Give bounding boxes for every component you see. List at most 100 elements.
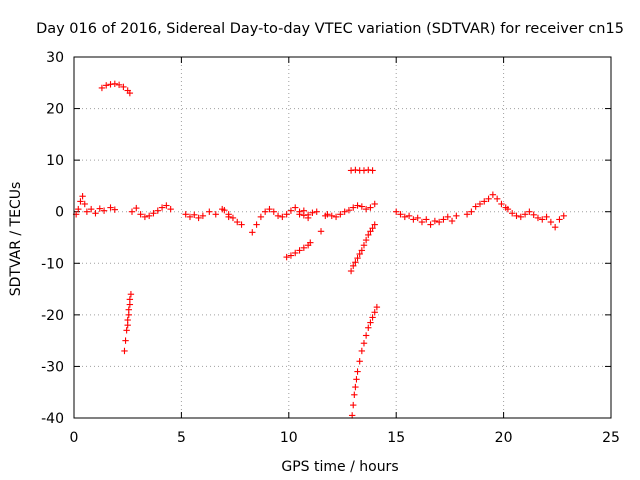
- data-point: [350, 401, 357, 409]
- data-point: [103, 82, 110, 89]
- data-point: [453, 212, 460, 220]
- data-point: [292, 249, 299, 257]
- data-point: [410, 216, 417, 223]
- data-point: [283, 253, 290, 261]
- y-tick-label: 20: [46, 102, 64, 118]
- data-point: [539, 216, 546, 223]
- data-point: [556, 216, 563, 223]
- data-point: [358, 203, 366, 210]
- data-point: [287, 207, 295, 214]
- data-point: [115, 81, 123, 89]
- data-point: [107, 204, 114, 211]
- data-point: [300, 207, 308, 214]
- data-point: [345, 206, 353, 214]
- y-tick-label: -30: [41, 359, 64, 375]
- data-point: [125, 306, 132, 313]
- data-point: [249, 229, 256, 236]
- data-point: [365, 231, 372, 239]
- y-axis-label: SDTVAR / TECUs: [8, 182, 24, 297]
- data-point: [253, 221, 260, 228]
- data-point: [98, 84, 106, 92]
- data-point: [221, 206, 228, 214]
- x-tick-label: 20: [495, 430, 513, 446]
- data-point: [111, 206, 119, 213]
- data-point: [354, 254, 361, 262]
- data-point: [127, 291, 135, 298]
- data-point: [195, 214, 202, 222]
- data-point: [122, 337, 129, 344]
- data-point: [354, 368, 361, 375]
- data-point: [435, 218, 443, 226]
- data-point: [186, 213, 194, 221]
- data-point: [530, 211, 537, 219]
- data-point: [371, 221, 378, 228]
- series-arc-near-zero-g: [324, 200, 378, 221]
- data-point: [358, 347, 366, 355]
- data-point: [332, 213, 340, 221]
- data-point: [354, 202, 361, 209]
- data-point: [401, 213, 408, 221]
- data-point: [128, 208, 136, 215]
- data-point: [75, 205, 82, 213]
- data-point: [369, 314, 376, 321]
- data-point: [352, 383, 359, 391]
- data-point: [347, 267, 355, 275]
- data-point: [481, 198, 488, 205]
- chart-title: Day 016 of 2016, Sidereal Day-to-day VTE…: [36, 21, 624, 37]
- data-point: [472, 203, 479, 210]
- data-point: [145, 212, 153, 220]
- data-point: [234, 218, 241, 226]
- data-point: [141, 213, 149, 221]
- data-point: [133, 204, 140, 212]
- series-arc-near-zero-h: [393, 208, 460, 228]
- data-point: [283, 211, 290, 218]
- data-point: [296, 247, 303, 254]
- data-point: [307, 239, 314, 246]
- data-point: [212, 211, 219, 218]
- data-point: [150, 210, 157, 217]
- data-point: [371, 309, 378, 316]
- data-point: [543, 213, 550, 221]
- x-tick-label: 10: [280, 430, 298, 446]
- data-point: [100, 207, 108, 214]
- data-point: [362, 205, 370, 213]
- series-arc-near-zero-a: [72, 193, 119, 218]
- data-point: [111, 80, 119, 88]
- data-point: [489, 191, 497, 198]
- x-tick-label: 5: [177, 430, 186, 446]
- grid-lines: [74, 57, 611, 418]
- data-point: [96, 205, 103, 212]
- data-point: [356, 250, 363, 258]
- data-point: [373, 303, 381, 311]
- data-point: [351, 391, 358, 398]
- data-point: [498, 200, 505, 208]
- series-arc-neg-d: [348, 303, 381, 419]
- y-tick-label: -10: [41, 256, 64, 272]
- data-point: [121, 347, 128, 355]
- data-point: [493, 195, 501, 203]
- data-point: [309, 209, 316, 216]
- series-arc-near-zero-f: [296, 207, 329, 235]
- data-point: [350, 204, 357, 211]
- data-point: [353, 376, 360, 383]
- data-point: [362, 332, 370, 339]
- data-point: [468, 208, 475, 215]
- data-point: [560, 212, 567, 220]
- data-point: [126, 296, 134, 303]
- data-point: [534, 214, 542, 222]
- data-point: [274, 212, 282, 220]
- data-point: [92, 210, 99, 217]
- data-point: [365, 324, 372, 331]
- data-point: [547, 218, 555, 226]
- data-point: [137, 211, 144, 218]
- series-arc-near-zero-e: [249, 204, 312, 236]
- data-point: [358, 247, 366, 254]
- data-point: [279, 213, 286, 221]
- data-point: [371, 200, 378, 208]
- data-point: [238, 221, 245, 228]
- data-point: [367, 204, 374, 211]
- data-point: [337, 211, 344, 218]
- data-point: [427, 221, 434, 228]
- data-point: [369, 167, 376, 174]
- series-arc-near-zero-i: [463, 191, 509, 218]
